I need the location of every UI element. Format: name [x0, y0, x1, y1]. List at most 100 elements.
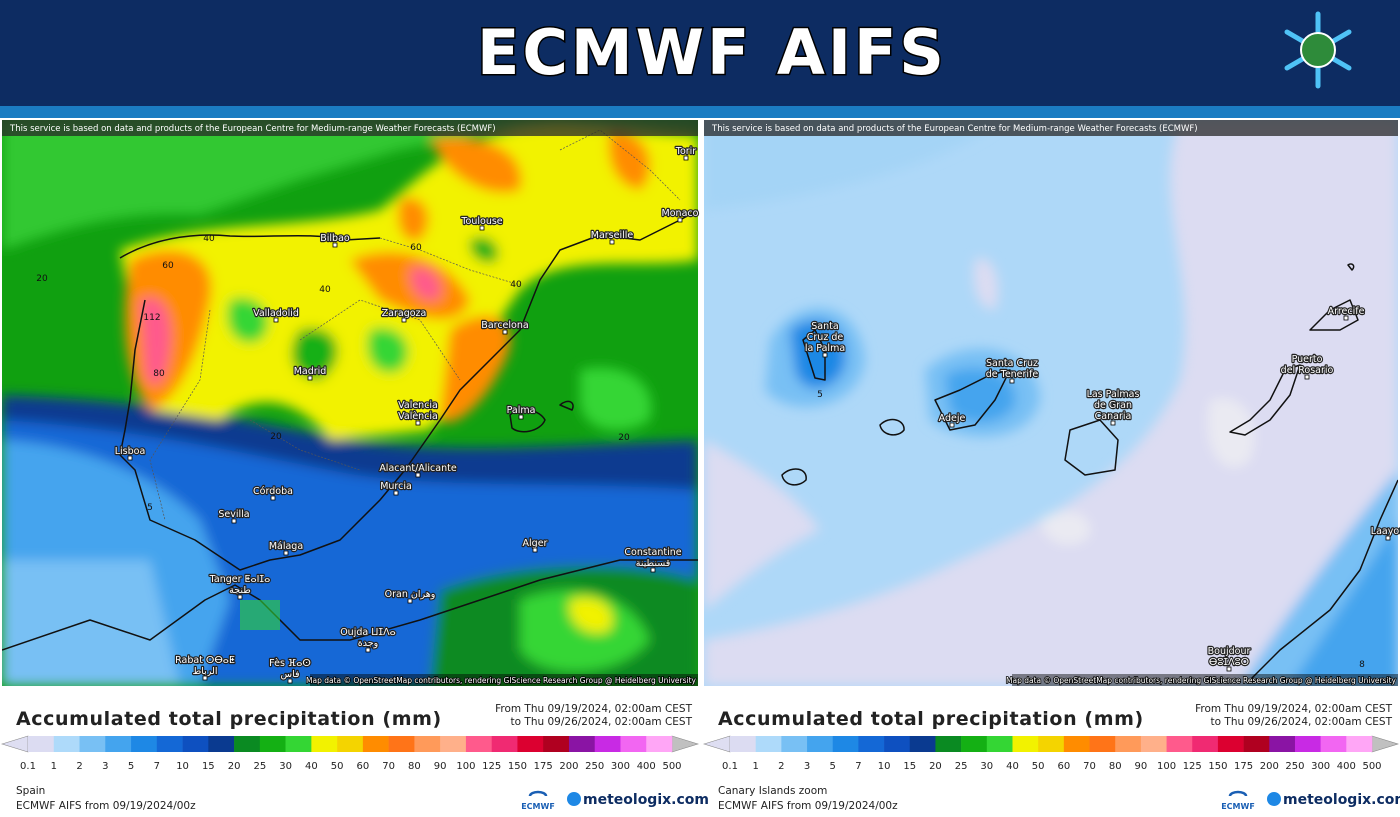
colorbar-tick: 7 [855, 761, 861, 772]
place-label: Alger [523, 538, 548, 549]
colorbar-swatch [105, 736, 132, 752]
colorbar-swatch [311, 736, 338, 752]
place-label: Palma [507, 405, 536, 416]
colorbar-tick: 60 [357, 761, 370, 772]
colorbar-tick: 80 [1109, 761, 1122, 772]
colorbar-swatch [961, 736, 988, 752]
place-label: Canaria [1095, 411, 1132, 422]
place-marker [1304, 374, 1310, 380]
map-shape [704, 120, 1398, 686]
contour-label: 5 [817, 390, 823, 400]
colorbar-swatch [1038, 736, 1065, 752]
place-marker [1343, 315, 1349, 321]
date-to: to Thu 09/26/2024, 02:00am CEST [1211, 716, 1393, 728]
map-shape [2, 560, 180, 686]
map-spain [2, 120, 698, 686]
place-label: Oran وهران [385, 589, 436, 600]
place-marker [287, 678, 293, 684]
place-label: Santa Cruz [986, 358, 1038, 369]
colorbar-swatch [1320, 736, 1347, 752]
place-label: Toulouse [460, 216, 502, 227]
colorbar-swatch [1192, 736, 1219, 752]
place-marker [949, 422, 955, 428]
colorbar-tick: 3 [102, 761, 108, 772]
place-label: الرباط [192, 666, 217, 677]
place-label: Santa [811, 321, 838, 332]
place-label: Monaco [662, 208, 699, 219]
place-label: فاس [280, 669, 299, 680]
colorbar-swatch [568, 736, 596, 752]
attribution: This service is based on data and produc… [9, 124, 496, 134]
legend-title: Accumulated total precipitation (mm) [718, 708, 1144, 730]
colorbar-tick: 10 [176, 761, 189, 772]
colorbar-tick: 30 [980, 761, 993, 772]
contour-label: 20 [618, 433, 630, 443]
colorbar-swatch [730, 736, 756, 752]
place-marker [683, 155, 689, 161]
map-credit: Map data © OpenStreetMap contributors, r… [1006, 676, 1397, 685]
colorbar-swatch [182, 736, 209, 752]
place-label: Laayou [1371, 526, 1400, 537]
place-marker [365, 647, 371, 653]
colorbar-tick: 60 [1057, 761, 1070, 772]
map-shape [608, 130, 650, 190]
place-marker [677, 217, 683, 223]
colorbar-swatch [543, 736, 570, 752]
place-label: Málaga [269, 541, 303, 552]
meteologix-icon [567, 792, 581, 806]
colorbar-tick: 400 [1337, 761, 1356, 772]
header-bar [0, 0, 1400, 106]
place-label: València [398, 411, 438, 422]
colorbar-tick: 10 [878, 761, 891, 772]
colorbar-tick: 40 [1006, 761, 1019, 772]
colorbar-tick: 2 [76, 761, 82, 772]
place-label: Alacant/Alicante [379, 463, 457, 474]
map-shape [469, 237, 499, 263]
colorbar-swatch [465, 736, 492, 752]
colorbar-tick: 125 [482, 761, 501, 772]
place-marker [332, 242, 338, 248]
ecmwf-logo: ECMWF [1221, 802, 1255, 811]
colorbar-swatch [1063, 736, 1090, 752]
colorbar-tick: 25 [253, 761, 266, 772]
place-label: Constantine [624, 547, 681, 558]
place-marker [401, 317, 407, 323]
colorbar-swatch [1012, 736, 1039, 752]
place-marker [822, 352, 828, 358]
colorbar-tick: 250 [1285, 761, 1304, 772]
colorbar-swatch [909, 736, 936, 752]
map-shape [569, 597, 613, 634]
map-shape [440, 315, 511, 423]
contour-label: 112 [143, 313, 160, 323]
colorbar-swatch [53, 736, 80, 752]
colorbar-swatch [337, 736, 364, 752]
colorbar-under [0, 735, 29, 753]
place-label: Boujdour [1208, 646, 1251, 657]
colorbar-tick: 300 [1311, 761, 1330, 772]
header-title: ECMWF AIFS [477, 16, 947, 89]
place-marker [231, 518, 237, 524]
colorbar-tick: 2 [778, 761, 784, 772]
colorbar-tick: 50 [331, 761, 344, 772]
colorbar-swatch [234, 736, 261, 752]
place-marker [1110, 420, 1116, 426]
map-shape [291, 328, 338, 380]
place-label: Fès ⴼⴰⵙ [269, 658, 311, 669]
colorbar-tick: 150 [508, 761, 527, 772]
map-shape [430, 137, 522, 193]
colorbar-swatch [131, 736, 158, 752]
colorbar-tick: 3 [804, 761, 810, 772]
place-marker [609, 239, 615, 245]
date-from: From Thu 09/19/2024, 02:00am CEST [1195, 703, 1392, 715]
place-label: Cruz de [807, 332, 844, 343]
colorbar-tick: 7 [154, 761, 160, 772]
colorbar-tick: 200 [1260, 761, 1279, 772]
map-shape [2, 120, 698, 686]
place-marker [479, 225, 485, 231]
colorbar-over [1371, 735, 1400, 753]
colorbar-tick: 150 [1208, 761, 1227, 772]
colorbar-tick: 175 [1234, 761, 1253, 772]
place-label: Oujda ⵡⵊⴷⴰ [340, 627, 396, 638]
place-label: de Tenerife [986, 369, 1039, 380]
